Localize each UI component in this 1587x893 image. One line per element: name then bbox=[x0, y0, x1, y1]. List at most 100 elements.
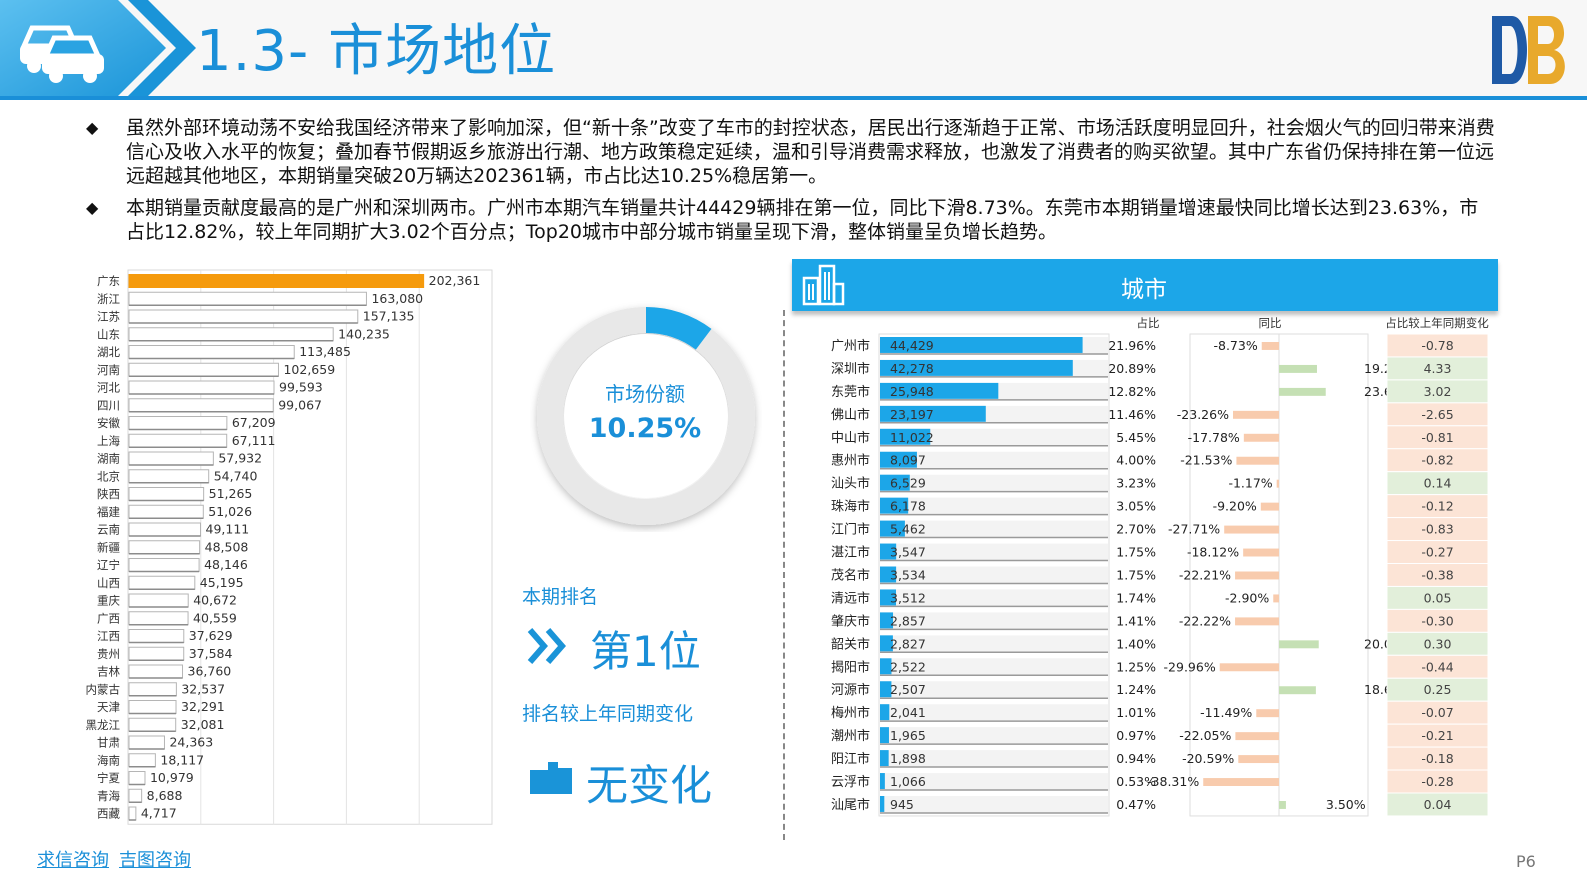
city-panel-title: 城市 bbox=[1121, 277, 1167, 303]
footer-link-jitu[interactable]: 吉图咨询 bbox=[119, 850, 191, 871]
province-value-label: 32,537 bbox=[181, 681, 225, 696]
province-label: 广西 bbox=[97, 611, 120, 625]
province-value-label: 202,361 bbox=[429, 273, 481, 288]
city-name: 湛江市 bbox=[831, 545, 870, 561]
yoy-bar bbox=[1243, 433, 1279, 442]
db-logo-icon bbox=[1492, 16, 1565, 84]
province-bar bbox=[128, 398, 274, 413]
province-value-label: 18,117 bbox=[160, 752, 204, 767]
yoy-value-label: -22.22% bbox=[1179, 613, 1231, 628]
plot-frame bbox=[127, 269, 493, 825]
province-value-label: 32,291 bbox=[181, 699, 225, 714]
rank-change-label: 排名较上年同期变化 bbox=[522, 703, 694, 725]
market-share-donut bbox=[537, 307, 755, 525]
share-change-value: 3.02 bbox=[1424, 384, 1452, 399]
city-name: 河源市 bbox=[831, 682, 870, 698]
province-value-label: 32,081 bbox=[181, 717, 225, 732]
share-change-value: -0.18 bbox=[1421, 751, 1453, 766]
province-bar bbox=[128, 327, 334, 342]
share-value: 1.25% bbox=[1116, 659, 1156, 674]
sales-bar bbox=[880, 337, 1083, 353]
sales-value-label: 3,512 bbox=[890, 590, 926, 605]
city-name: 肇庆市 bbox=[831, 613, 870, 629]
province-label: 吉林 bbox=[97, 665, 120, 679]
province-value-label: 157,135 bbox=[363, 309, 415, 324]
share-value: 1.01% bbox=[1116, 705, 1156, 720]
yoy-value-label: 3.50% bbox=[1326, 797, 1366, 812]
sales-value-label: 25,948 bbox=[890, 384, 934, 399]
donut-center bbox=[564, 334, 728, 498]
yoy-value-label: -21.53% bbox=[1180, 453, 1232, 468]
share-change-value: -0.78 bbox=[1421, 338, 1453, 353]
province-value-label: 102,659 bbox=[283, 362, 335, 377]
share-value: 1.24% bbox=[1116, 682, 1156, 697]
share-value: 12.82% bbox=[1108, 384, 1156, 399]
share-change-value: -0.81 bbox=[1421, 430, 1453, 445]
yoy-bar bbox=[1279, 364, 1317, 373]
province-bar bbox=[128, 309, 359, 324]
yoy-value-label: -1.17% bbox=[1228, 476, 1272, 491]
column-header-share: 占比 bbox=[1137, 316, 1160, 330]
sales-track bbox=[880, 497, 1108, 515]
share-change-value: -0.83 bbox=[1421, 522, 1453, 537]
province-value-label: 113,485 bbox=[299, 344, 351, 359]
yoy-value-label: -11.49% bbox=[1200, 705, 1252, 720]
sales-track bbox=[880, 796, 1108, 813]
city-name: 广州市 bbox=[831, 338, 870, 354]
sales-track bbox=[880, 474, 1108, 492]
province-label: 青海 bbox=[97, 789, 120, 803]
province-value-label: 37,629 bbox=[189, 628, 233, 643]
province-label: 广东 bbox=[97, 274, 120, 288]
footer-link-qiuxin[interactable]: 求信咨询 bbox=[37, 850, 109, 871]
yoy-bar bbox=[1279, 686, 1316, 695]
city-name: 云浮市 bbox=[831, 774, 870, 790]
city-name: 阳江市 bbox=[831, 751, 870, 767]
city-panel-banner bbox=[792, 259, 1498, 311]
bar-block-icon bbox=[530, 762, 572, 794]
province-value-label: 10,979 bbox=[150, 770, 194, 785]
share-value: 5.45% bbox=[1116, 430, 1156, 445]
sales-value-label: 945 bbox=[890, 797, 914, 812]
province-value-label: 49,111 bbox=[206, 522, 250, 537]
sales-bar bbox=[880, 589, 897, 606]
yoy-value-label: -23.26% bbox=[1177, 407, 1229, 422]
market-share-label: 市场份额 bbox=[605, 382, 685, 406]
share-value: 21.96% bbox=[1108, 338, 1156, 353]
province-label: 河北 bbox=[97, 381, 120, 395]
city-name: 中山市 bbox=[831, 430, 870, 446]
sales-bar bbox=[880, 382, 999, 399]
yoy-value-label: -22.05% bbox=[1179, 728, 1231, 743]
province-bar bbox=[128, 629, 185, 643]
share-value: 1.75% bbox=[1116, 545, 1156, 560]
province-bar bbox=[128, 362, 279, 377]
province-bar bbox=[128, 753, 156, 768]
province-value-label: 54,740 bbox=[214, 468, 258, 483]
province-value-label: 45,195 bbox=[200, 575, 244, 590]
province-value-label: 40,672 bbox=[193, 593, 237, 608]
share-value: 1.40% bbox=[1116, 636, 1156, 651]
page-title: 1.3- 市场地位 bbox=[196, 19, 557, 84]
province-bar bbox=[128, 664, 184, 679]
donut-share-arc bbox=[645, 307, 712, 350]
province-bar bbox=[128, 274, 425, 288]
rank-value: 第1位 bbox=[590, 627, 701, 676]
province-bar bbox=[128, 416, 228, 430]
share-change-value: 0.25 bbox=[1424, 682, 1452, 697]
yoy-value-label: -2.90% bbox=[1225, 590, 1269, 605]
province-bar bbox=[128, 682, 177, 697]
share-value: 4.00% bbox=[1116, 453, 1156, 468]
buildings-icon bbox=[802, 264, 845, 306]
province-bar bbox=[128, 451, 214, 466]
city-name: 茂名市 bbox=[831, 567, 870, 583]
province-value-label: 37,584 bbox=[189, 646, 233, 661]
sales-value-label: 44,429 bbox=[890, 338, 934, 353]
province-label: 江苏 bbox=[97, 310, 120, 324]
province-value-label: 57,932 bbox=[218, 451, 262, 466]
sales-bar bbox=[880, 727, 889, 744]
yoy-value-label: -18.12% bbox=[1187, 545, 1239, 560]
city-name: 汕尾市 bbox=[831, 797, 870, 813]
province-label: 湖北 bbox=[97, 345, 120, 359]
province-label: 河南 bbox=[97, 363, 120, 377]
sales-track bbox=[880, 750, 1108, 768]
